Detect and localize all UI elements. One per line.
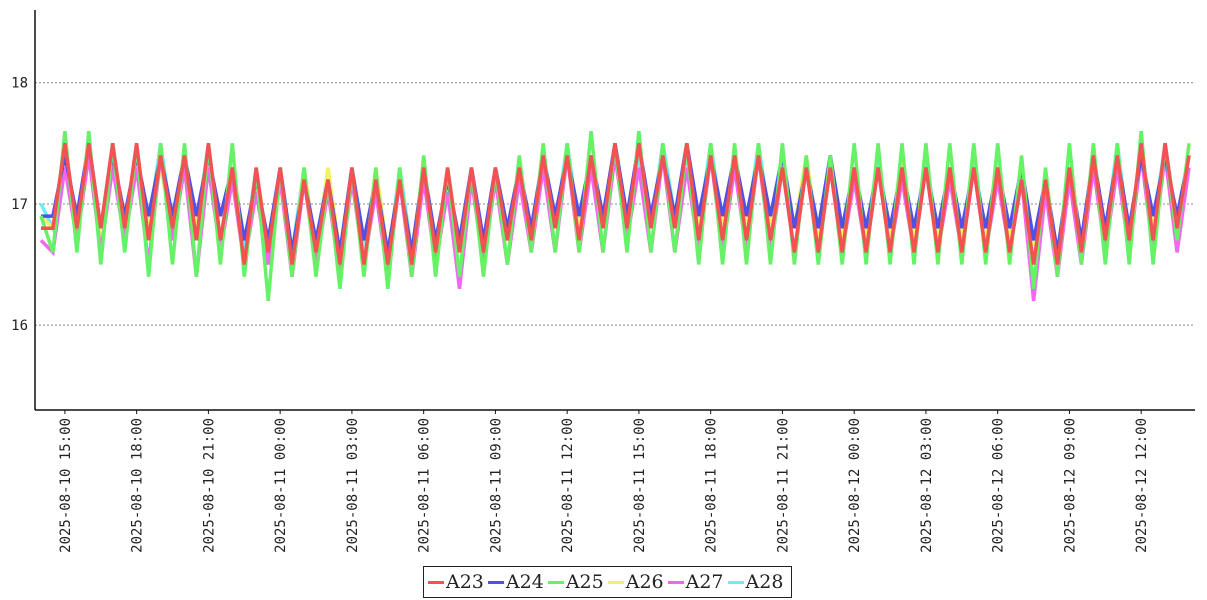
- y-tick-label: 17: [11, 197, 28, 213]
- legend-swatch: [607, 580, 624, 584]
- x-tick-label: 2025-08-10 21:00: [201, 418, 217, 553]
- legend-item-a23: A23: [428, 571, 484, 593]
- x-tick-label: 2025-08-10 15:00: [58, 418, 74, 553]
- legend-item-a25: A25: [547, 571, 604, 593]
- x-tick-label: 2025-08-12 09:00: [1062, 418, 1078, 553]
- series-line-a23: [41, 143, 1191, 265]
- axes: [34, 10, 1195, 411]
- y-tick-labels: 16 17 18: [11, 76, 28, 334]
- y-tick-label: 16: [11, 318, 28, 334]
- x-tick-label: 2025-08-11 15:00: [632, 418, 648, 553]
- legend-label: A26: [625, 571, 664, 593]
- legend-label: A24: [505, 571, 544, 593]
- y-tick-label: 18: [11, 76, 28, 92]
- x-tick-label: 2025-08-11 03:00: [345, 418, 361, 553]
- legend-label: A28: [745, 571, 784, 593]
- x-tick-label: 2025-08-12 12:00: [1134, 418, 1150, 553]
- x-tick-labels: 2025-08-10 15:00 2025-08-10 18:00 2025-08-…: [58, 410, 1150, 553]
- gridlines: [35, 82, 1195, 326]
- x-tick-label: 2025-08-11 21:00: [775, 418, 791, 553]
- x-tick-label: 2025-08-11 18:00: [704, 418, 720, 553]
- x-tick-label: 2025-08-10 18:00: [130, 418, 146, 553]
- legend: A23 A24 A25 A26 A27 A28: [423, 566, 793, 598]
- legend-swatch: [727, 580, 744, 584]
- legend-item-a24: A24: [487, 571, 544, 593]
- x-tick-label: 2025-08-11 06:00: [417, 418, 433, 553]
- legend-label: A23: [446, 571, 484, 593]
- legend-label: A25: [565, 571, 604, 593]
- legend-swatch: [428, 580, 444, 584]
- x-tick-label: 2025-08-12 06:00: [991, 418, 1007, 553]
- x-tick-label: 2025-08-11 12:00: [560, 418, 576, 553]
- x-tick-label: 2025-08-11 09:00: [488, 418, 504, 553]
- legend-swatch: [667, 580, 684, 584]
- legend-item-a26: A26: [607, 571, 664, 593]
- legend-swatch: [547, 580, 564, 584]
- legend-item-a28: A28: [727, 571, 784, 593]
- x-tick-label: 2025-08-11 00:00: [273, 418, 289, 553]
- x-tick-label: 2025-08-12 00:00: [847, 418, 863, 553]
- legend-item-a27: A27: [667, 571, 724, 593]
- x-tick-label: 2025-08-12 03:00: [919, 418, 935, 553]
- series-layer: [39, 131, 1191, 302]
- legend-label: A27: [685, 571, 724, 593]
- legend-swatch: [487, 580, 504, 584]
